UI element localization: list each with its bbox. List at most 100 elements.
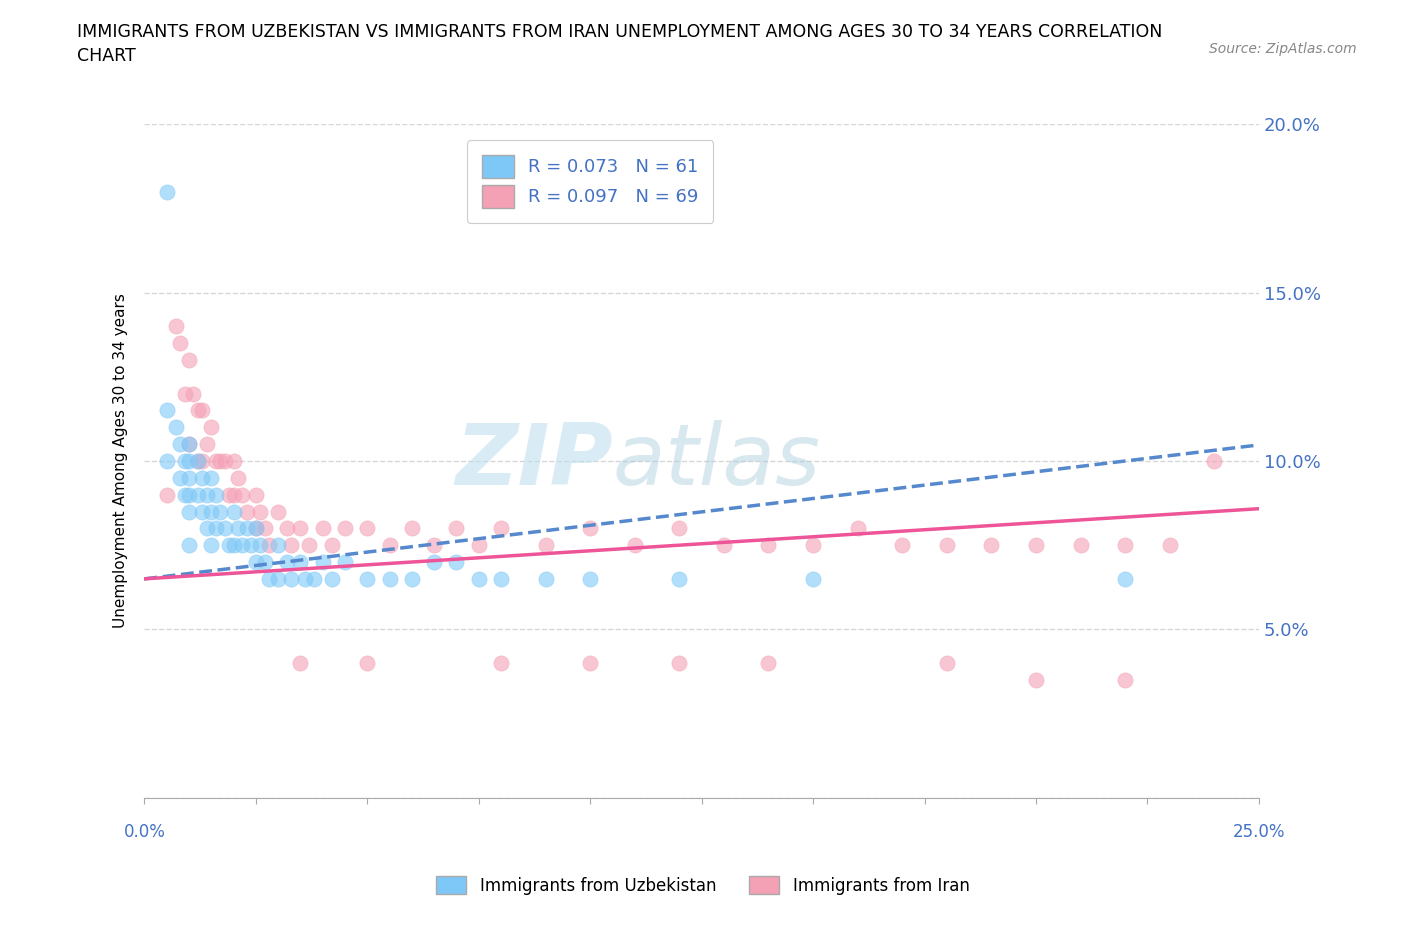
Point (891, 538, 914, 552)
Point (758, 538, 780, 552)
Y-axis label: Unemployment Among Ages 30 to 34 years: Unemployment Among Ages 30 to 34 years (114, 294, 128, 629)
Point (183, 386, 205, 401)
Point (290, 656, 312, 671)
Point (177, 471, 200, 485)
Point (935, 538, 957, 552)
Point (423, 538, 446, 552)
Point (226, 521, 249, 536)
Point (321, 571, 343, 586)
Point (209, 504, 232, 519)
Point (801, 538, 824, 552)
Point (758, 656, 780, 671)
Point (534, 538, 557, 552)
Point (245, 487, 267, 502)
Point (222, 487, 245, 502)
Point (276, 521, 298, 536)
Point (249, 504, 271, 519)
Point (801, 571, 824, 586)
Point (1025, 538, 1047, 552)
Point (302, 571, 325, 586)
Point (312, 554, 335, 569)
Point (195, 487, 218, 502)
Point (668, 571, 690, 586)
Point (1114, 538, 1136, 552)
Point (245, 554, 267, 569)
Point (173, 386, 195, 401)
Point (257, 538, 280, 552)
Point (579, 521, 602, 536)
Point (169, 471, 191, 485)
Point (236, 504, 259, 519)
Point (489, 656, 512, 671)
Point (195, 521, 218, 536)
Point (356, 571, 378, 586)
Text: Source: ZipAtlas.com: Source: ZipAtlas.com (1209, 42, 1357, 56)
Point (467, 571, 489, 586)
Point (177, 437, 200, 452)
Point (156, 454, 179, 469)
Point (1025, 672, 1047, 687)
Point (200, 538, 222, 552)
Point (579, 656, 602, 671)
Point (209, 454, 232, 469)
Point (165, 420, 187, 435)
Point (321, 538, 343, 552)
Point (467, 538, 489, 552)
Legend: Immigrants from Uzbekistan, Immigrants from Iran: Immigrants from Uzbekistan, Immigrants f… (430, 870, 976, 901)
Point (204, 521, 226, 536)
Legend: R = 0.073   N = 61, R = 0.097   N = 69: R = 0.073 N = 61, R = 0.097 N = 69 (467, 140, 713, 222)
Point (1070, 538, 1092, 552)
Point (187, 403, 209, 418)
Point (298, 538, 321, 552)
Point (253, 554, 276, 569)
Point (333, 554, 356, 569)
Point (156, 403, 179, 418)
Point (245, 521, 267, 536)
Point (1204, 454, 1226, 469)
Point (489, 571, 512, 586)
Point (280, 571, 302, 586)
Point (191, 504, 214, 519)
Point (253, 521, 276, 536)
Point (240, 538, 263, 552)
Point (623, 538, 645, 552)
Point (356, 656, 378, 671)
Point (267, 504, 290, 519)
Point (267, 538, 290, 552)
Text: ZIP: ZIP (454, 419, 613, 502)
Point (446, 554, 468, 569)
Point (249, 538, 271, 552)
Point (668, 521, 690, 536)
Point (218, 487, 240, 502)
Point (187, 487, 209, 502)
Point (177, 504, 200, 519)
Point (1159, 538, 1181, 552)
Point (222, 538, 245, 552)
Point (156, 487, 179, 502)
Point (378, 538, 401, 552)
Point (280, 538, 302, 552)
Point (245, 521, 267, 536)
Point (177, 487, 200, 502)
Point (187, 454, 209, 469)
Point (276, 554, 298, 569)
Point (446, 521, 468, 536)
Point (200, 420, 222, 435)
Point (222, 454, 245, 469)
Point (177, 454, 200, 469)
Text: IMMIGRANTS FROM UZBEKISTAN VS IMMIGRANTS FROM IRAN UNEMPLOYMENT AMONG AGES 30 TO: IMMIGRANTS FROM UZBEKISTAN VS IMMIGRANTS… (77, 23, 1163, 65)
Point (200, 504, 222, 519)
Point (356, 521, 378, 536)
Point (204, 454, 226, 469)
Point (846, 521, 869, 536)
Point (218, 538, 240, 552)
Point (177, 538, 200, 552)
Text: 0.0%: 0.0% (124, 823, 166, 841)
Point (191, 471, 214, 485)
Point (231, 538, 253, 552)
Point (177, 352, 200, 367)
Point (1114, 571, 1136, 586)
Point (169, 437, 191, 452)
Point (200, 471, 222, 485)
Point (177, 437, 200, 452)
